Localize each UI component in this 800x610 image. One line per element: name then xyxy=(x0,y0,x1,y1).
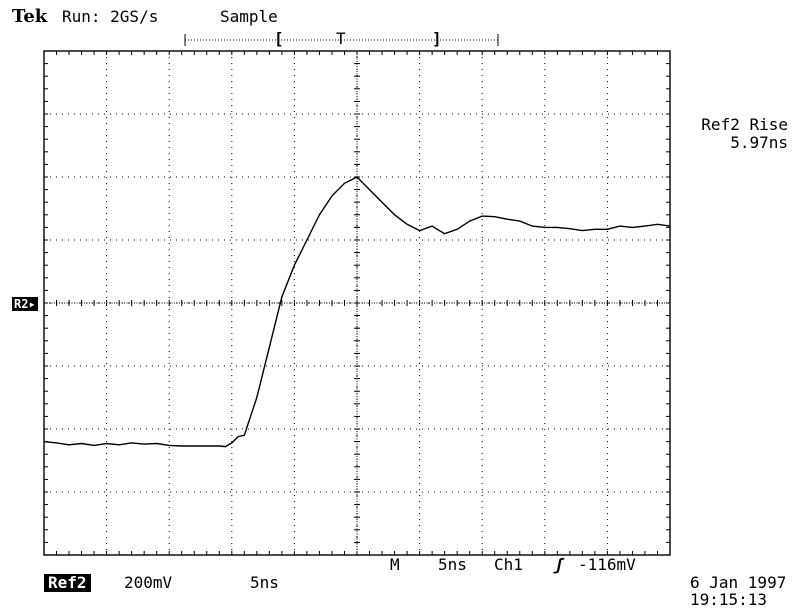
measurement-label: Ref2 Rise xyxy=(701,115,788,134)
acquisition-mode: Sample xyxy=(220,7,278,26)
main-timebase-marker: M xyxy=(390,555,400,574)
trigger-bar-right-bracket: ] xyxy=(432,29,442,48)
ref-time-per-div: 5ns xyxy=(250,573,279,592)
ref2-marker-label: R2 xyxy=(14,297,29,311)
ref2-ground-marker: R2▸ xyxy=(12,297,38,311)
time-readout: 19:15:13 xyxy=(690,590,768,609)
graticule xyxy=(43,50,671,556)
trigger-level: -116mV xyxy=(578,555,636,574)
trigger-bar-left-bracket: [ xyxy=(274,29,284,48)
waveform-trace xyxy=(43,176,671,448)
ref-channel-badge: Ref2 xyxy=(44,574,91,592)
run-status: Run: 2GS/s xyxy=(62,7,159,26)
rising-edge-icon: ʃ xyxy=(554,555,564,574)
ref-volts-per-div: 200mV xyxy=(124,573,173,592)
main-time-per-div: 5ns xyxy=(438,555,467,574)
trigger-source: Ch1 xyxy=(494,555,523,574)
measurement-value: 5.97ns xyxy=(730,133,788,152)
brand-logo: Tek xyxy=(12,6,48,27)
date-readout: 6 Jan 1997 xyxy=(690,573,787,592)
trigger-position-marker: T xyxy=(336,29,346,48)
trigger-position-bar xyxy=(184,34,499,46)
